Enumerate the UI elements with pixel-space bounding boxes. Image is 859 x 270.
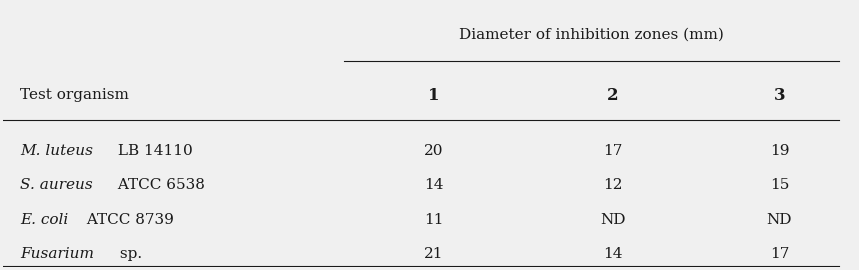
Text: 17: 17 (603, 144, 623, 158)
Text: 14: 14 (424, 178, 443, 192)
Text: ATCC 8739: ATCC 8739 (82, 212, 174, 227)
Text: M. luteus: M. luteus (20, 144, 93, 158)
Text: 3: 3 (774, 87, 785, 104)
Text: Test organism: Test organism (20, 88, 129, 102)
Text: Diameter of inhibition zones (mm): Diameter of inhibition zones (mm) (460, 28, 724, 42)
Text: 14: 14 (603, 247, 623, 261)
Text: ATCC 6538: ATCC 6538 (113, 178, 205, 192)
Text: 15: 15 (770, 178, 789, 192)
Text: 20: 20 (424, 144, 443, 158)
Text: ND: ND (767, 212, 792, 227)
Text: LB 14110: LB 14110 (113, 144, 193, 158)
Text: 19: 19 (770, 144, 789, 158)
Text: 11: 11 (424, 212, 443, 227)
Text: sp.: sp. (115, 247, 142, 261)
Text: 12: 12 (603, 178, 623, 192)
Text: 1: 1 (428, 87, 440, 104)
Text: S. aureus: S. aureus (20, 178, 93, 192)
Text: E. coli: E. coli (20, 212, 68, 227)
Text: Fusarium: Fusarium (20, 247, 94, 261)
Text: 17: 17 (770, 247, 789, 261)
Text: 21: 21 (424, 247, 443, 261)
Text: ND: ND (600, 212, 625, 227)
Text: 2: 2 (607, 87, 618, 104)
